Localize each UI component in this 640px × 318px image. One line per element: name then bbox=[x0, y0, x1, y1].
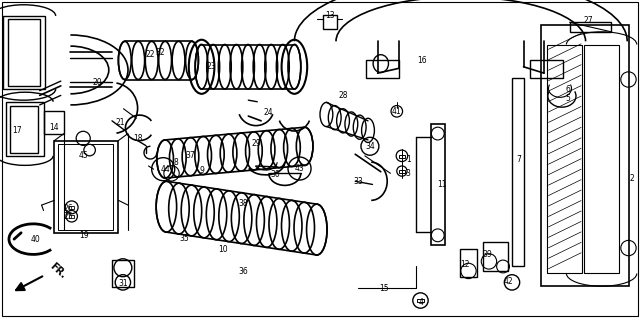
Text: 22: 22 bbox=[146, 50, 155, 59]
Text: 31: 31 bbox=[118, 279, 129, 287]
Text: 3: 3 bbox=[406, 169, 411, 178]
Bar bbox=[584, 45, 619, 273]
Text: 40: 40 bbox=[30, 235, 40, 244]
Bar bbox=[69, 215, 74, 218]
Text: 28: 28 bbox=[339, 91, 348, 100]
Bar bbox=[3, 16, 45, 89]
Bar bbox=[8, 19, 40, 86]
Text: 2: 2 bbox=[630, 174, 635, 183]
Text: 38: 38 bbox=[238, 199, 248, 208]
Text: 21: 21 bbox=[116, 118, 125, 127]
Text: 16: 16 bbox=[417, 56, 428, 65]
Bar bbox=[323, 15, 337, 29]
Text: 14: 14 bbox=[49, 123, 60, 132]
Text: 15: 15 bbox=[379, 284, 389, 293]
Bar bbox=[541, 25, 629, 286]
Text: FR.: FR. bbox=[48, 261, 68, 280]
Text: 4: 4 bbox=[419, 298, 424, 307]
Text: 12: 12 bbox=[460, 260, 469, 269]
Text: 32: 32 bbox=[155, 48, 165, 57]
Bar bbox=[570, 22, 611, 32]
Text: 8: 8 bbox=[173, 158, 179, 167]
Bar bbox=[69, 206, 74, 209]
Text: 23: 23 bbox=[206, 62, 216, 71]
Text: 42: 42 bbox=[504, 277, 514, 286]
Text: 10: 10 bbox=[218, 245, 228, 254]
Bar bbox=[547, 45, 582, 273]
Text: 17: 17 bbox=[12, 126, 22, 135]
Bar bbox=[112, 260, 134, 287]
Bar bbox=[58, 144, 113, 230]
Text: 29: 29 bbox=[251, 139, 261, 148]
Text: 25: 25 bbox=[63, 212, 74, 221]
Bar bbox=[44, 111, 64, 134]
Text: 43: 43 bbox=[294, 164, 305, 173]
Bar bbox=[366, 60, 399, 78]
Bar bbox=[10, 106, 38, 153]
Text: 1: 1 bbox=[406, 155, 411, 163]
Text: 20: 20 bbox=[92, 78, 102, 87]
Text: 44: 44 bbox=[160, 165, 170, 174]
Bar bbox=[54, 141, 118, 233]
Text: 19: 19 bbox=[79, 231, 90, 240]
Text: 26: 26 bbox=[63, 204, 74, 213]
Text: 7: 7 bbox=[516, 155, 521, 163]
Text: 27: 27 bbox=[584, 16, 594, 25]
Text: 30: 30 bbox=[270, 170, 280, 179]
Bar bbox=[431, 124, 445, 245]
Text: 39: 39 bbox=[483, 250, 493, 259]
Text: 41: 41 bbox=[392, 107, 402, 116]
Bar bbox=[483, 242, 508, 271]
Bar bbox=[512, 78, 524, 266]
Bar bbox=[530, 60, 563, 78]
Text: 45: 45 bbox=[78, 151, 88, 160]
Text: 9: 9 bbox=[199, 166, 204, 175]
Bar bbox=[417, 299, 424, 302]
Bar bbox=[399, 170, 405, 173]
Text: 5: 5 bbox=[565, 94, 570, 103]
Text: 34: 34 bbox=[365, 142, 375, 151]
Text: 6: 6 bbox=[565, 85, 570, 93]
Text: 36: 36 bbox=[238, 267, 248, 276]
Text: 37: 37 bbox=[186, 151, 196, 160]
Text: 24: 24 bbox=[264, 108, 274, 117]
Bar bbox=[6, 102, 44, 156]
Bar bbox=[399, 155, 405, 158]
Text: 35: 35 bbox=[179, 234, 189, 243]
Text: 11: 11 bbox=[437, 180, 446, 189]
Text: 33: 33 bbox=[353, 177, 364, 186]
Bar bbox=[460, 249, 477, 277]
Text: 13: 13 bbox=[324, 11, 335, 20]
Text: 18: 18 bbox=[133, 134, 142, 143]
